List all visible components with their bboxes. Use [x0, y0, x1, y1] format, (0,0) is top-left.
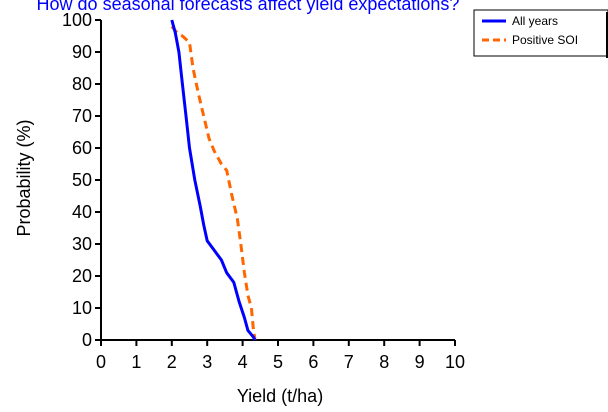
y-tick-label: 50	[72, 170, 92, 190]
x-tick-label: 2	[167, 352, 177, 372]
y-tick-label: 30	[72, 234, 92, 254]
y-tick-label: 40	[72, 202, 92, 222]
y-tick-label: 0	[82, 330, 92, 350]
chart-title: How do seasonal forecasts affect yield e…	[37, 0, 460, 14]
series-line-all-years	[170, 19, 257, 341]
x-tick-label: 1	[131, 352, 141, 372]
y-tick-label: 20	[72, 266, 92, 286]
series-group	[170, 19, 257, 341]
x-tick-label: 4	[238, 352, 248, 372]
x-tick-label: 6	[308, 352, 318, 372]
y-axis-label: Probability (%)	[14, 119, 34, 236]
legend-box	[473, 9, 608, 57]
legend: All years Positive SOI	[473, 9, 608, 58]
x-tick-label: 10	[445, 352, 465, 372]
series-line-positive-soi	[170, 25, 257, 341]
x-tick-label: 9	[415, 352, 425, 372]
legend-label-positive-soi: Positive SOI	[512, 33, 578, 47]
x-axis-ticks: 0 1 2 3 4 5 6 7 8 9 10	[96, 340, 465, 372]
legend-shadow-right	[606, 12, 608, 58]
legend-label-all-years: All years	[512, 14, 558, 28]
y-tick-label: 10	[72, 298, 92, 318]
y-tick-label: 70	[72, 106, 92, 126]
y-tick-label: 80	[72, 74, 92, 94]
y-tick-label: 60	[72, 138, 92, 158]
y-tick-label: 100	[62, 10, 92, 30]
x-tick-label: 8	[379, 352, 389, 372]
y-tick-label: 90	[72, 42, 92, 62]
y-axis-ticks: 0 10 20 30 40 50 60 70 80 90 100	[62, 10, 101, 350]
x-axis-label: Yield (t/ha)	[237, 386, 323, 406]
x-tick-label: 7	[344, 352, 354, 372]
x-tick-label: 5	[273, 352, 283, 372]
x-tick-label: 3	[202, 352, 212, 372]
x-tick-label: 0	[96, 352, 106, 372]
